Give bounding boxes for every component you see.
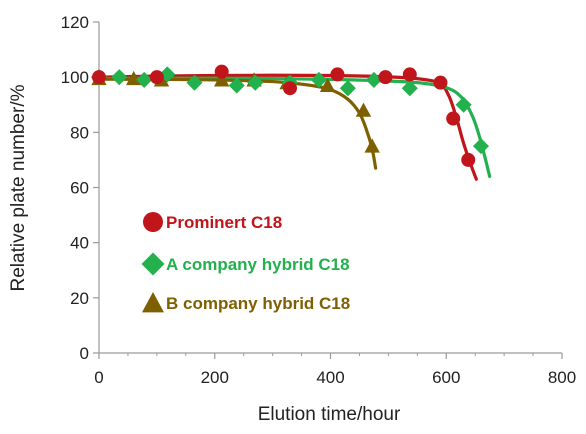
y-axis-title: Relative plate number/% <box>8 84 29 291</box>
x-tick-label: 200 <box>201 368 229 387</box>
data-point <box>461 152 476 167</box>
x-tick-label: 800 <box>548 368 576 387</box>
data-point <box>247 74 264 91</box>
data-point <box>149 70 164 85</box>
legend-marker <box>142 292 164 313</box>
data-point <box>319 77 336 92</box>
x-tick-label: 600 <box>432 368 460 387</box>
x-axis-title: Elution time/hour <box>258 404 401 425</box>
data-point <box>433 75 448 90</box>
data-point <box>310 71 327 88</box>
legend-marker <box>141 252 165 276</box>
data-points <box>90 64 490 167</box>
data-point <box>365 71 382 88</box>
data-point <box>330 67 345 82</box>
data-point <box>228 77 245 94</box>
data-point <box>92 70 106 85</box>
fit-line <box>97 76 492 179</box>
data-point <box>378 70 393 85</box>
x-axis-ticks: 0 200 400 600 800 <box>94 353 576 387</box>
data-point <box>214 64 229 79</box>
x-tick-label: 0 <box>94 368 103 387</box>
y-tick-label: 100 <box>61 68 89 87</box>
data-point <box>402 67 417 82</box>
data-point <box>282 81 297 96</box>
legend-label: B company hybrid C18 <box>166 294 350 313</box>
fit-line <box>97 73 478 181</box>
data-point <box>213 72 230 87</box>
data-point <box>446 111 461 126</box>
data-point <box>159 66 176 83</box>
legend: Prominert C18 A company hybrid C18 B compa… <box>141 212 350 313</box>
data-point <box>472 138 490 155</box>
y-tick-label: 120 <box>61 13 89 32</box>
legend-marker <box>143 212 163 232</box>
data-point <box>364 138 380 153</box>
data-point <box>401 80 418 97</box>
legend-label: A company hybrid C18 <box>166 255 350 274</box>
data-point <box>111 69 128 86</box>
data-point <box>126 70 142 86</box>
data-point <box>339 80 356 97</box>
y-axis-ticks: 0 20 40 60 80 100 120 <box>61 13 99 363</box>
y-tick-label: 0 <box>80 344 89 363</box>
y-tick-label: 60 <box>70 179 89 198</box>
data-point <box>355 102 372 117</box>
x-tick-label: 400 <box>316 368 344 387</box>
data-point <box>186 74 203 91</box>
legend-label: Prominert C18 <box>166 213 282 232</box>
y-tick-label: 80 <box>70 123 89 142</box>
data-point <box>455 96 472 113</box>
y-tick-label: 20 <box>70 289 89 308</box>
data-point <box>136 71 153 88</box>
y-tick-label: 40 <box>70 234 89 253</box>
